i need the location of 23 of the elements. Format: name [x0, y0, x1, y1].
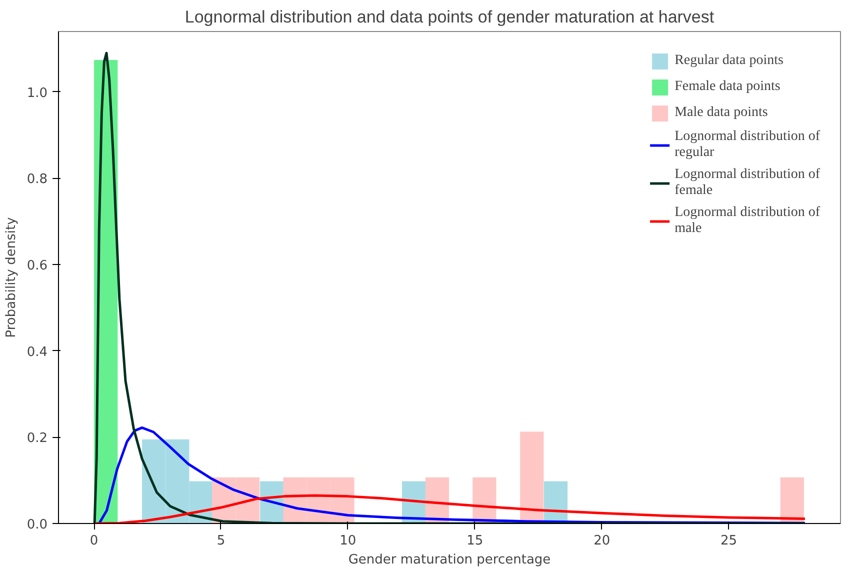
- x-tick-label: 5: [216, 534, 226, 548]
- line-series: [93, 52, 806, 524]
- legend-label: Lognormal distribution of female: [674, 167, 820, 199]
- y-tick-label: 0.0: [26, 518, 48, 532]
- legend-label: Female data points: [674, 79, 780, 95]
- x-tick-label: 10: [340, 534, 356, 548]
- x-tick-label: 15: [466, 534, 484, 548]
- y-tick-label: 0.4: [26, 344, 48, 360]
- x-axis-title: Gender maturation percentage: [348, 552, 551, 568]
- legend-label: Lognormal distribution of regular: [674, 129, 820, 161]
- y-tick-label: 1.0: [26, 86, 48, 101]
- y-tick-label: 0.8: [26, 172, 48, 188]
- y-tick-label: 0.6: [26, 258, 48, 274]
- y-axis-title: Probability density: [4, 216, 19, 338]
- legend-label: Lognormal distribution of male: [674, 205, 820, 237]
- y-tick-label: 0.2: [26, 431, 48, 446]
- x-tick-label: 20: [594, 534, 610, 548]
- chart-title: Lognormal distribution and data points of gender maturation at harvest: [184, 8, 714, 26]
- x-tick-label: 25: [720, 534, 738, 548]
- legend-label: Male data points: [674, 105, 768, 121]
- x-tick-label: 0: [90, 534, 98, 548]
- legend-label: Regular data points: [674, 53, 784, 69]
- line-series: [92, 494, 806, 524]
